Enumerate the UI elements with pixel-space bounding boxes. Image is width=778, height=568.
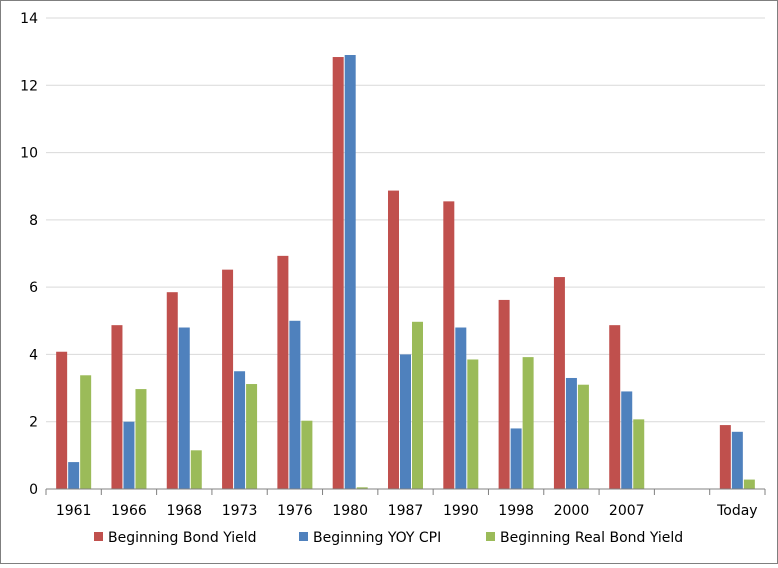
y-tick-label: 2 xyxy=(29,415,38,431)
bar-beginning-real-bond-yield-1990 xyxy=(467,359,479,489)
bar-beginning-bond-yield-2007 xyxy=(609,325,621,489)
bar-beginning-yoy-cpi-1968 xyxy=(178,327,190,489)
y-tick-label: 14 xyxy=(20,11,38,27)
legend-label: Beginning Real Bond Yield xyxy=(500,530,683,546)
bar-beginning-real-bond-yield-2000 xyxy=(577,384,589,489)
x-tick-label: 1961 xyxy=(56,503,92,519)
bar-beginning-real-bond-yield-1976 xyxy=(301,420,313,489)
y-tick-label: 12 xyxy=(20,78,38,94)
bar-beginning-real-bond-yield-1973 xyxy=(246,384,258,489)
bar-beginning-real-bond-yield-1998 xyxy=(522,357,534,489)
bar-beginning-bond-yield-1966 xyxy=(111,325,123,489)
y-axis-tick-labels: 0 2 4 6 8 10 12 14 xyxy=(20,11,38,498)
bar-beginning-yoy-cpi-1980 xyxy=(344,55,356,489)
y-tick-label: 8 xyxy=(29,213,38,229)
bar-beginning-bond-yield-1968 xyxy=(166,292,178,489)
bar-beginning-yoy-cpi-1976 xyxy=(289,320,301,489)
bar-beginning-yoy-cpi-1998 xyxy=(510,428,522,489)
gridlines xyxy=(46,17,765,423)
bar-beginning-bond-yield-1998 xyxy=(498,299,510,489)
bar-beginning-real-bond-yield-1961 xyxy=(80,375,92,489)
x-tick-label: Today xyxy=(716,503,758,519)
bar-beginning-bond-yield-1973 xyxy=(222,269,234,489)
legend-label: Beginning YOY CPI xyxy=(313,530,441,546)
bar-beginning-yoy-cpi-1961 xyxy=(68,462,80,489)
y-tick-label: 4 xyxy=(29,347,38,363)
x-tick-label: 1990 xyxy=(443,503,479,519)
bar-beginning-real-bond-yield-Today xyxy=(743,479,755,489)
bar-beginning-bond-yield-1961 xyxy=(56,351,68,489)
x-tick-label: 1976 xyxy=(277,503,313,519)
x-axis-tick-labels: 1961 1966 1968 1973 1976 1980 1987 1990 1998 2000… xyxy=(56,503,758,519)
bars xyxy=(56,55,755,489)
bar-beginning-yoy-cpi-Today xyxy=(731,431,743,489)
bar-beginning-bond-yield-1990 xyxy=(443,201,455,489)
legend-label: Beginning Bond Yield xyxy=(108,530,257,546)
y-tick-label: 0 xyxy=(29,482,38,498)
bar-beginning-real-bond-yield-1980 xyxy=(356,487,368,489)
bar-beginning-real-bond-yield-1966 xyxy=(135,389,147,489)
y-tick-label: 6 xyxy=(29,280,38,296)
bar-beginning-real-bond-yield-2007 xyxy=(633,419,645,489)
bar-beginning-real-bond-yield-1968 xyxy=(190,450,202,489)
bar-beginning-bond-yield-Today xyxy=(719,425,731,489)
bar-beginning-yoy-cpi-1990 xyxy=(455,327,467,489)
bar-beginning-yoy-cpi-2000 xyxy=(565,377,577,489)
legend-swatch-beginning-bond-yield xyxy=(94,532,103,541)
bar-beginning-bond-yield-1987 xyxy=(388,190,399,489)
bar-beginning-real-bond-yield-1987 xyxy=(412,321,423,489)
x-tick-label: 1980 xyxy=(332,503,368,519)
legend: Beginning Bond Yield Beginning YOY CPI Beg… xyxy=(94,530,683,546)
x-tick-label: 1998 xyxy=(498,503,534,519)
x-tick-label: 1973 xyxy=(222,503,258,519)
x-tick-label: 2000 xyxy=(554,503,590,519)
bar-beginning-bond-yield-1980 xyxy=(332,57,344,489)
x-tick-label: 1968 xyxy=(166,503,202,519)
bar-beginning-bond-yield-1976 xyxy=(277,255,289,489)
bar-beginning-bond-yield-2000 xyxy=(553,277,565,489)
bar-beginning-yoy-cpi-2007 xyxy=(621,391,633,489)
x-tick-label: 2007 xyxy=(609,503,645,519)
bar-beginning-yoy-cpi-1987 xyxy=(400,354,411,489)
y-tick-label: 10 xyxy=(20,146,38,162)
bar-beginning-yoy-cpi-1966 xyxy=(123,421,135,489)
x-axis xyxy=(45,488,766,495)
x-tick-label: 1966 xyxy=(111,503,147,519)
x-tick-label: 1987 xyxy=(388,503,424,519)
bar-beginning-yoy-cpi-1973 xyxy=(234,371,246,489)
legend-swatch-beginning-real-bond-yield xyxy=(486,532,495,541)
legend-swatch-beginning-yoy-cpi xyxy=(299,532,308,541)
